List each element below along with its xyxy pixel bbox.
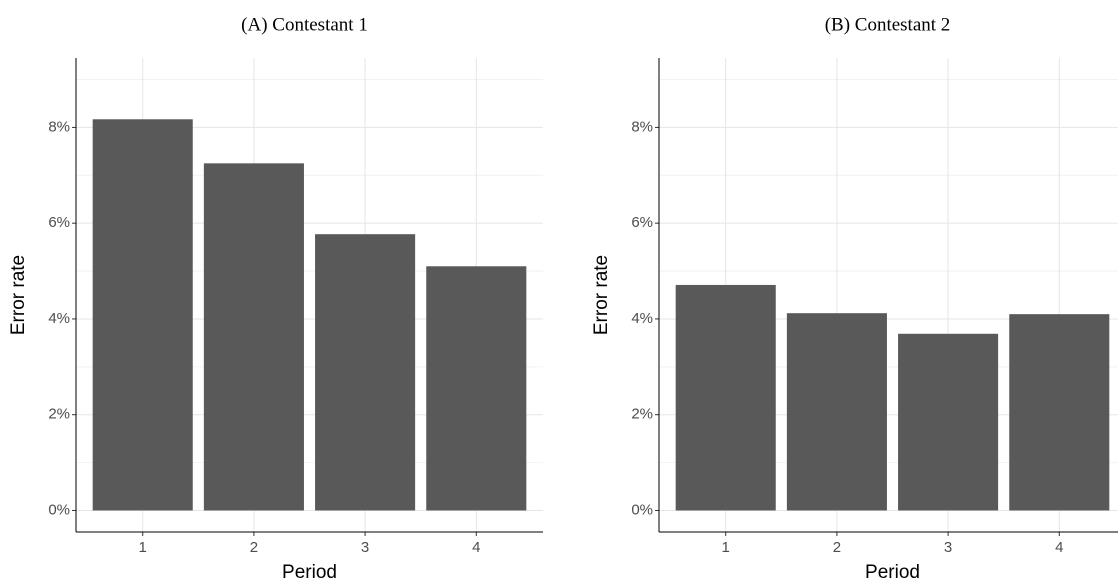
x-tick-label: 1: [722, 539, 730, 556]
panel: (A) Contestant 1 0% 2% 4% 6% 8% 1 2 3 4 Period Erro…: [8, 14, 543, 583]
y-tick-label: 6%: [631, 214, 653, 231]
bar: [786, 313, 887, 511]
bar: [898, 333, 999, 511]
x-tick-label: 4: [472, 539, 480, 556]
chart-title: (B) Contestant 2: [825, 14, 951, 35]
x-tick-label: 2: [833, 539, 841, 556]
panel: (B) Contestant 2 0% 2% 4% 6% 8% 1 2 3 4 Period Erro…: [591, 14, 1118, 583]
bar: [203, 163, 304, 511]
bar: [675, 284, 776, 511]
y-axis-title: Error rate: [591, 255, 612, 335]
x-tick-label: 3: [944, 539, 952, 556]
x-axis-title: Period: [282, 562, 337, 583]
bar: [92, 119, 193, 511]
x-tick-label: 4: [1055, 539, 1063, 556]
y-tick-label: 4%: [631, 310, 653, 327]
chart-title: (A) Contestant 1: [241, 14, 368, 35]
y-tick-label: 4%: [48, 310, 70, 327]
y-tick-label: 6%: [48, 214, 70, 231]
x-tick-label: 1: [139, 539, 147, 556]
y-tick-label: 2%: [631, 406, 653, 423]
x-axis-title: Period: [865, 562, 920, 583]
y-tick-label: 0%: [631, 501, 653, 518]
bar: [426, 266, 527, 511]
x-tick-label: 3: [361, 539, 369, 556]
bar: [1009, 314, 1110, 511]
bar: [315, 234, 416, 511]
x-tick-label: 2: [250, 539, 258, 556]
y-tick-label: 8%: [631, 118, 653, 135]
y-tick-label: 0%: [48, 501, 70, 518]
y-axis-title: Error rate: [8, 255, 29, 335]
y-tick-label: 2%: [48, 406, 70, 423]
y-tick-label: 8%: [48, 118, 70, 135]
